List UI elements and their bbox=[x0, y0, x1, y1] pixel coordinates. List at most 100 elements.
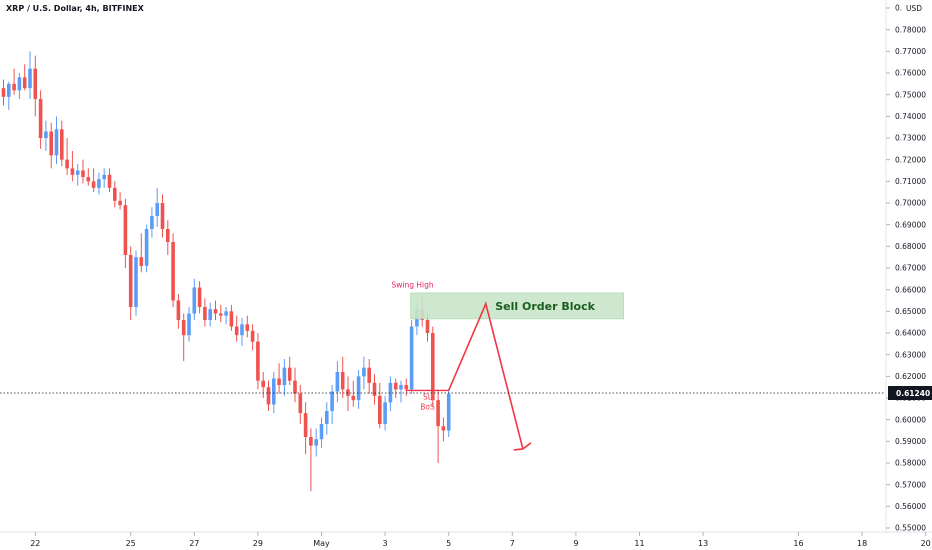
candle bbox=[383, 395, 387, 431]
candle-body bbox=[250, 330, 255, 342]
price-axis[interactable]: USD 0. 0.78000 0.77000 0.76000 0.75000 0.7400… bbox=[885, 0, 932, 533]
candle-body bbox=[81, 170, 85, 177]
candle bbox=[431, 326, 435, 407]
candle-body bbox=[229, 311, 234, 327]
candle-body bbox=[118, 200, 122, 206]
price-tick-label: 0.77000 bbox=[895, 47, 926, 56]
time-axis-ticks: 22252729May3579111316182023 bbox=[30, 532, 931, 548]
price-tick-label: 0.73000 bbox=[895, 134, 926, 143]
candle-body bbox=[60, 129, 64, 160]
candle bbox=[367, 359, 371, 394]
candle bbox=[224, 307, 228, 325]
candle-body bbox=[197, 287, 202, 307]
candle bbox=[7, 81, 11, 110]
price-tick-label: 0.66000 bbox=[895, 285, 926, 294]
candle bbox=[70, 151, 75, 182]
price-tick-label: 0.55000 bbox=[895, 524, 926, 533]
candle-body bbox=[7, 83, 11, 97]
candle bbox=[208, 302, 212, 327]
candle-body bbox=[192, 287, 197, 314]
candle bbox=[346, 376, 350, 411]
last-price-badge-bg bbox=[888, 386, 932, 400]
candle bbox=[325, 402, 329, 435]
candle bbox=[81, 159, 85, 184]
candle bbox=[388, 376, 393, 411]
time-tick-label: 7 bbox=[510, 539, 515, 548]
candle bbox=[187, 307, 191, 342]
candle bbox=[12, 68, 16, 95]
price-tick-label: 0.59000 bbox=[895, 437, 926, 446]
candle-body bbox=[425, 320, 430, 333]
candle-body bbox=[378, 395, 382, 424]
candle-body bbox=[330, 391, 334, 411]
candle-body bbox=[309, 437, 313, 446]
candle-body bbox=[70, 168, 75, 175]
candle-body bbox=[346, 389, 350, 396]
candle-body bbox=[12, 83, 16, 91]
price-tick-label: 0.64000 bbox=[895, 329, 926, 338]
candle-body bbox=[404, 385, 409, 390]
price-tick-label: 0.72000 bbox=[895, 155, 926, 164]
sl-label: SL bbox=[423, 392, 433, 401]
candle bbox=[240, 317, 244, 346]
candle-body bbox=[144, 229, 149, 266]
candle-body bbox=[224, 311, 228, 316]
candle bbox=[319, 417, 324, 448]
chart-title: XRP / U.S. Dollar, 4h, BITFINEX bbox=[6, 4, 145, 13]
candle bbox=[139, 233, 144, 273]
candle bbox=[441, 417, 446, 442]
candle bbox=[446, 389, 451, 437]
candle-body bbox=[97, 179, 101, 188]
candle bbox=[128, 246, 133, 320]
candle bbox=[113, 181, 117, 208]
candle bbox=[17, 73, 22, 99]
time-tick-label: 9 bbox=[573, 539, 578, 548]
projection-path[interactable] bbox=[447, 301, 524, 450]
candle-body bbox=[362, 367, 366, 377]
candle-body bbox=[441, 426, 446, 431]
candle bbox=[118, 192, 122, 210]
candle bbox=[176, 294, 181, 329]
time-axis[interactable]: 22252729May3579111316182023 bbox=[0, 531, 932, 548]
price-axis-ticks: 0. 0.78000 0.77000 0.76000 0.75000 0.74000 0.7… bbox=[886, 4, 926, 533]
candle bbox=[356, 369, 361, 409]
candle-body bbox=[356, 376, 361, 401]
candle bbox=[91, 168, 96, 193]
sell-order-block[interactable] bbox=[410, 292, 624, 320]
candle bbox=[362, 356, 366, 390]
candle-body bbox=[49, 131, 53, 156]
time-tick-label: 25 bbox=[126, 539, 136, 548]
candle bbox=[282, 359, 287, 396]
candle bbox=[123, 198, 128, 268]
time-tick-label: 16 bbox=[793, 539, 803, 548]
candle-body bbox=[240, 324, 244, 336]
candle bbox=[234, 315, 239, 342]
candle-body bbox=[393, 382, 398, 390]
candle-body bbox=[277, 378, 281, 385]
candle bbox=[256, 333, 260, 390]
candle-body bbox=[203, 307, 207, 320]
candle bbox=[340, 356, 345, 398]
candle-body bbox=[303, 413, 308, 437]
price-tick-label: 0.63000 bbox=[895, 350, 926, 359]
time-tick-label: 5 bbox=[446, 539, 451, 548]
candle-body bbox=[298, 393, 303, 414]
candle-body bbox=[399, 385, 403, 390]
candle bbox=[277, 363, 281, 394]
candle-body bbox=[65, 159, 69, 169]
candle bbox=[219, 304, 223, 323]
candle-body bbox=[282, 367, 287, 385]
candle bbox=[303, 402, 308, 455]
candle-body bbox=[234, 326, 239, 336]
candle bbox=[330, 385, 334, 424]
time-tick-label: 18 bbox=[857, 539, 867, 548]
candle bbox=[298, 385, 303, 424]
price-tick-label: 0.78000 bbox=[895, 25, 926, 34]
price-tick-label: 0.74000 bbox=[895, 112, 926, 121]
candle bbox=[378, 382, 382, 429]
candle bbox=[75, 164, 80, 186]
candle-body bbox=[383, 402, 387, 424]
candle-body bbox=[372, 382, 377, 396]
candle-body bbox=[28, 68, 32, 89]
